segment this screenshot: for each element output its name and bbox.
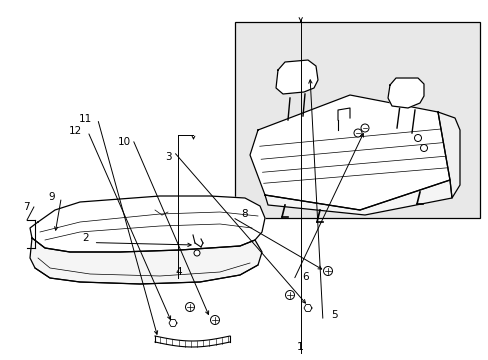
Text: 9: 9	[48, 192, 55, 202]
Text: 10: 10	[118, 137, 131, 147]
Polygon shape	[30, 238, 262, 284]
Polygon shape	[304, 305, 311, 311]
Polygon shape	[264, 180, 451, 215]
Circle shape	[414, 135, 421, 141]
Polygon shape	[30, 196, 264, 252]
Text: 11: 11	[79, 114, 92, 124]
Circle shape	[353, 129, 361, 137]
Circle shape	[194, 250, 200, 256]
Circle shape	[285, 291, 294, 300]
Circle shape	[323, 266, 332, 275]
Polygon shape	[249, 95, 449, 210]
Text: 3: 3	[165, 152, 172, 162]
Polygon shape	[169, 320, 177, 327]
Text: 7: 7	[23, 202, 30, 212]
Text: 4: 4	[175, 267, 182, 277]
Circle shape	[185, 302, 194, 311]
Circle shape	[210, 315, 219, 324]
Text: 5: 5	[331, 310, 338, 320]
Bar	[235, 22, 479, 218]
Text: 1: 1	[297, 342, 304, 352]
Circle shape	[420, 144, 427, 152]
Polygon shape	[275, 60, 317, 94]
Circle shape	[360, 124, 368, 132]
Polygon shape	[387, 78, 423, 108]
Text: 6: 6	[302, 272, 308, 282]
Text: 8: 8	[241, 209, 247, 219]
Text: 2: 2	[82, 233, 89, 243]
Text: 12: 12	[69, 126, 82, 136]
Polygon shape	[437, 112, 459, 198]
